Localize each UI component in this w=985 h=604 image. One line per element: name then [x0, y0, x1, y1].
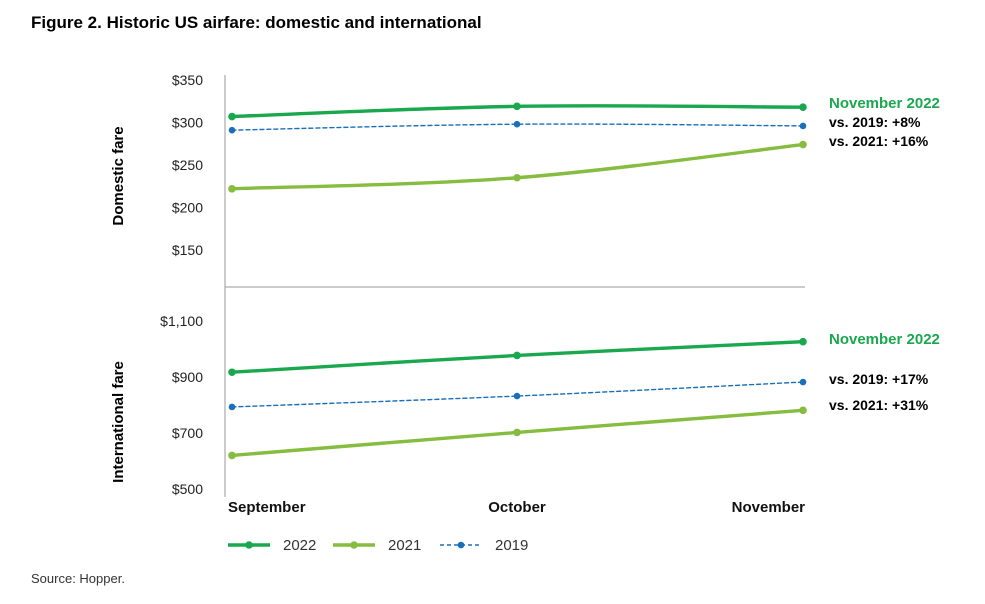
domestic-point-2021-september [228, 185, 236, 193]
domestic-ytick-label: $300 [172, 115, 203, 131]
international-annotation-title: November 2022 [829, 331, 940, 348]
international-ytick-label: $700 [172, 425, 203, 441]
international-ytick-label: $1,100 [160, 313, 203, 329]
domestic-point-2019-october [513, 120, 521, 128]
international-point-2019-october [513, 392, 521, 400]
x-tick-label-november: November [732, 499, 806, 516]
international-point-2021-november [799, 406, 807, 415]
domestic-y-axis-label: Domestic fare [110, 126, 127, 225]
domestic-ytick-label: $250 [172, 157, 203, 173]
international-point-2019-november [799, 378, 807, 386]
domestic-point-2019-september [228, 126, 236, 134]
domestic-annotation-line: vs. 2021: +16% [829, 133, 929, 149]
x-tick-label-september: September [228, 499, 306, 516]
legend-swatch-marker-2021 [350, 541, 358, 549]
domestic-line-2021 [230, 142, 805, 191]
domestic-ytick-label: $200 [172, 200, 203, 216]
legend-label-2019: 2019 [495, 537, 528, 554]
international-point-2022-november [799, 337, 807, 346]
source-note: Source: Hopper. [31, 571, 125, 586]
domestic-ytick-label: $350 [172, 72, 203, 88]
figure-title: Figure 2. Historic US airfare: domestic … [31, 13, 482, 32]
domestic-annotation-line: vs. 2019: +8% [829, 114, 921, 130]
domestic-ytick-label: $150 [172, 242, 203, 258]
domestic-point-2022-november [799, 103, 807, 111]
legend-label-2021: 2021 [388, 537, 421, 554]
international-annotation-line: vs. 2021: +31% [829, 397, 929, 413]
domestic-point-2021-october [513, 173, 521, 182]
international-y-axis-label: International fare [110, 361, 127, 483]
international-annotation-line: vs. 2019: +17% [829, 371, 929, 387]
domestic-point-2021-november [799, 140, 807, 149]
legend-swatch-marker-2022 [245, 541, 253, 549]
international-point-2022-september [228, 368, 236, 377]
domestic-point-2022-october [513, 102, 521, 111]
international-point-2021-september [228, 451, 236, 460]
international-point-2022-october [513, 351, 521, 360]
international-ytick-label: $500 [172, 481, 203, 497]
international-ytick-label: $900 [172, 369, 203, 385]
domestic-point-2022-september [228, 112, 236, 121]
domestic-point-2019-november [799, 122, 807, 130]
legend-swatch-marker-2019 [457, 541, 465, 549]
x-tick-label-october: October [488, 499, 546, 516]
international-point-2019-september [228, 403, 236, 411]
international-point-2021-october [513, 428, 521, 437]
legend-label-2022: 2022 [283, 537, 316, 554]
domestic-annotation-title: November 2022 [829, 95, 940, 112]
